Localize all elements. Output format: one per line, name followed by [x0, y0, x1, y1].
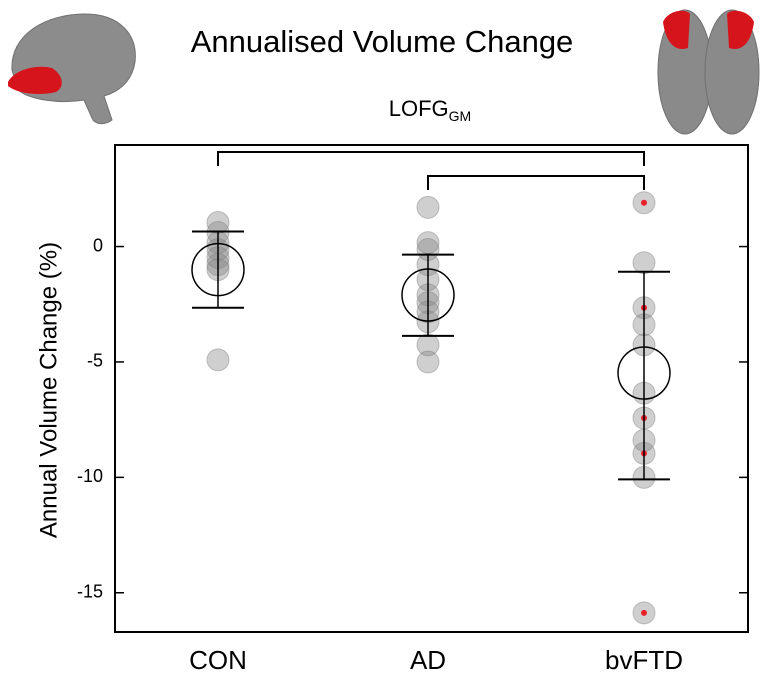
- subtitle-subscript: GM: [449, 108, 472, 124]
- data-point: [632, 251, 656, 275]
- data-point: [416, 350, 440, 374]
- chart-subtitle: LOFGGM: [389, 96, 471, 124]
- brain-top-view: [657, 9, 760, 135]
- mean-marker: [191, 242, 245, 297]
- y-axis-label: Annual Volume Change (%): [35, 242, 62, 538]
- mean-marker: [617, 346, 671, 400]
- brain-side-view: [8, 13, 136, 125]
- data-point: [416, 231, 440, 255]
- x-tick-label: AD: [410, 645, 446, 675]
- plot-frame: [114, 144, 749, 633]
- x-tick-label: bvFTD: [605, 645, 683, 675]
- subtitle-text: LOFG: [389, 96, 449, 121]
- significance-bracket: [427, 175, 645, 190]
- data-point: [206, 348, 230, 372]
- y-tick-label: -15: [77, 582, 103, 602]
- y-tick-label: 0: [93, 235, 103, 255]
- data-point: [416, 195, 440, 219]
- highlight-dot: [641, 199, 647, 206]
- x-tick-label: CON: [189, 645, 247, 675]
- y-tick-label: -5: [87, 351, 103, 371]
- significance-bracket: [217, 151, 645, 166]
- y-tick-label: -10: [77, 466, 103, 486]
- highlight-dot: [641, 609, 647, 616]
- mean-marker: [401, 268, 455, 322]
- chart-title: Annualised Volume Change: [191, 24, 574, 59]
